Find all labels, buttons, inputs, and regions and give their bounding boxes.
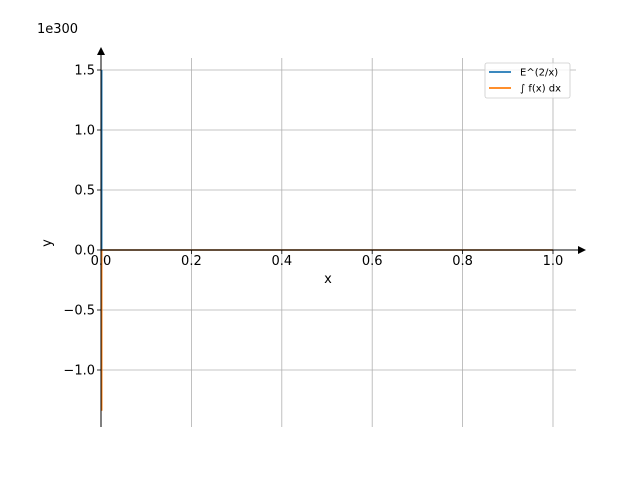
grid-lines	[100, 58, 576, 427]
x-axis-arrow	[578, 246, 586, 254]
y-axis-label: y	[40, 239, 55, 247]
x-tick-label: 0.4	[271, 254, 292, 269]
x-axis-label: x	[324, 272, 332, 287]
y-tick-label: −0.5	[63, 304, 95, 319]
x-tick-label: 0.0	[91, 254, 112, 269]
y-tick-label: 1.5	[74, 64, 95, 79]
x-tick-label: 0.2	[181, 254, 202, 269]
tick-labels: 0.0 0.2 0.4 0.6 0.8 1.0 −1.0 −0.5 0.0 0.5 1.0 1.5	[63, 64, 563, 379]
legend: E^(2/x) ∫ f(x) dx	[484, 62, 571, 99]
y-axis-arrow	[97, 47, 105, 55]
x-tick-label: 0.8	[452, 254, 473, 269]
y-tick-label: 0.0	[74, 244, 95, 259]
axes	[97, 47, 586, 427]
y-tick-label: −1.0	[63, 364, 95, 379]
legend-label-1: ∫ f(x) dx	[520, 84, 561, 95]
x-tick-label: 0.6	[362, 254, 383, 269]
series-lines	[100, 70, 553, 411]
y-tick-label: 0.5	[74, 184, 95, 199]
x-tick-label: 1.0	[543, 254, 564, 269]
y-tick-label: 1.0	[74, 124, 95, 139]
y-offset-label: 1e300	[37, 22, 78, 37]
legend-label-0: E^(2/x)	[520, 68, 558, 79]
